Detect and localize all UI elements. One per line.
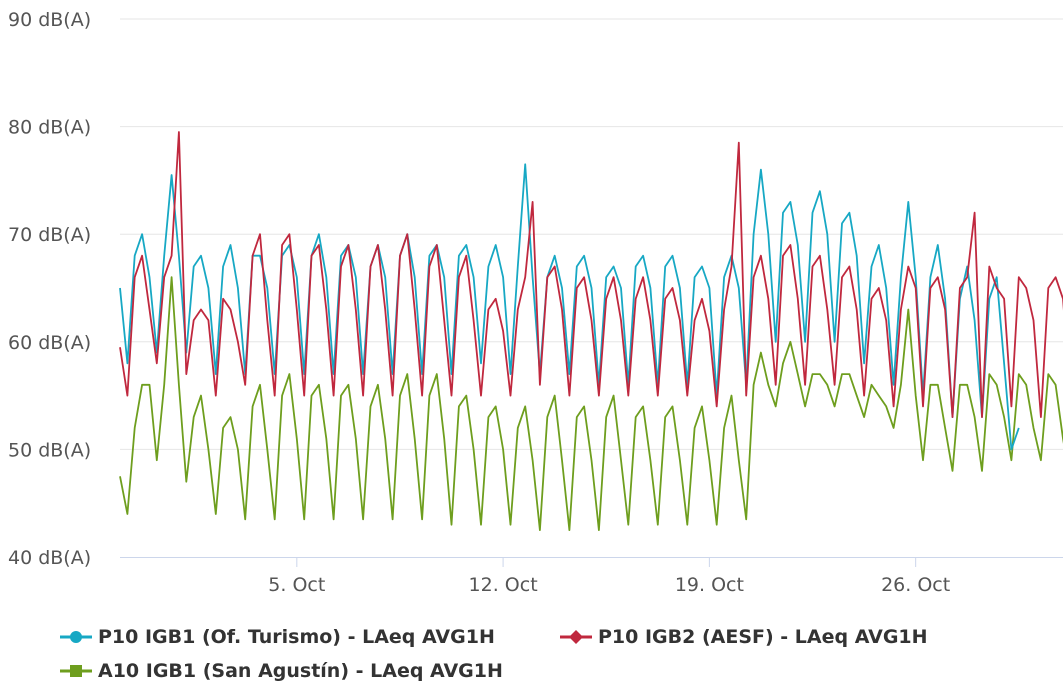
legend-label: P10 IGB1 (Of. Turismo) - LAeq AVG1H [98,626,495,648]
x-tick-label: 5. Oct [268,574,325,596]
square-marker-icon [70,665,82,677]
legend[interactable]: P10 IGB1 (Of. Turismo) - LAeq AVG1H P10 I… [60,626,928,682]
plot-series [119,131,1063,531]
x-tick-label: 12. Oct [469,574,538,596]
series-line-0 [119,163,1020,451]
y-tick-label: 50 dB(A) [8,439,91,461]
series-line-1 [119,131,1063,418]
circle-marker-icon [70,631,82,643]
x-tick-label: 26. Oct [881,574,950,596]
y-tick-label: 80 dB(A) [8,117,91,139]
x-axis-labels: 5. Oct 12. Oct 19. Oct 26. Oct [268,574,950,596]
diamond-marker-icon [569,630,583,644]
legend-label: P10 IGB2 (AESF) - LAeq AVG1H [598,626,928,648]
legend-item-1[interactable]: P10 IGB2 (AESF) - LAeq AVG1H [560,626,928,648]
series-line-2 [119,276,1063,531]
y-axis-labels: 40 dB(A) 50 dB(A) 60 dB(A) 70 dB(A) 80 dB(A)… [8,9,91,569]
x-tick-label: 19. Oct [675,574,744,596]
y-tick-label: 70 dB(A) [8,224,91,246]
legend-item-0[interactable]: P10 IGB1 (Of. Turismo) - LAeq AVG1H [60,626,495,648]
legend-item-2[interactable]: A10 IGB1 (San Agustín) - LAeq AVG1H [60,660,503,682]
legend-label: A10 IGB1 (San Agustín) - LAeq AVG1H [98,660,503,682]
x-axis-ticks [296,557,917,567]
y-tick-label: 90 dB(A) [8,9,91,31]
y-tick-label: 60 dB(A) [8,332,91,354]
y-tick-label: 40 dB(A) [8,547,91,569]
